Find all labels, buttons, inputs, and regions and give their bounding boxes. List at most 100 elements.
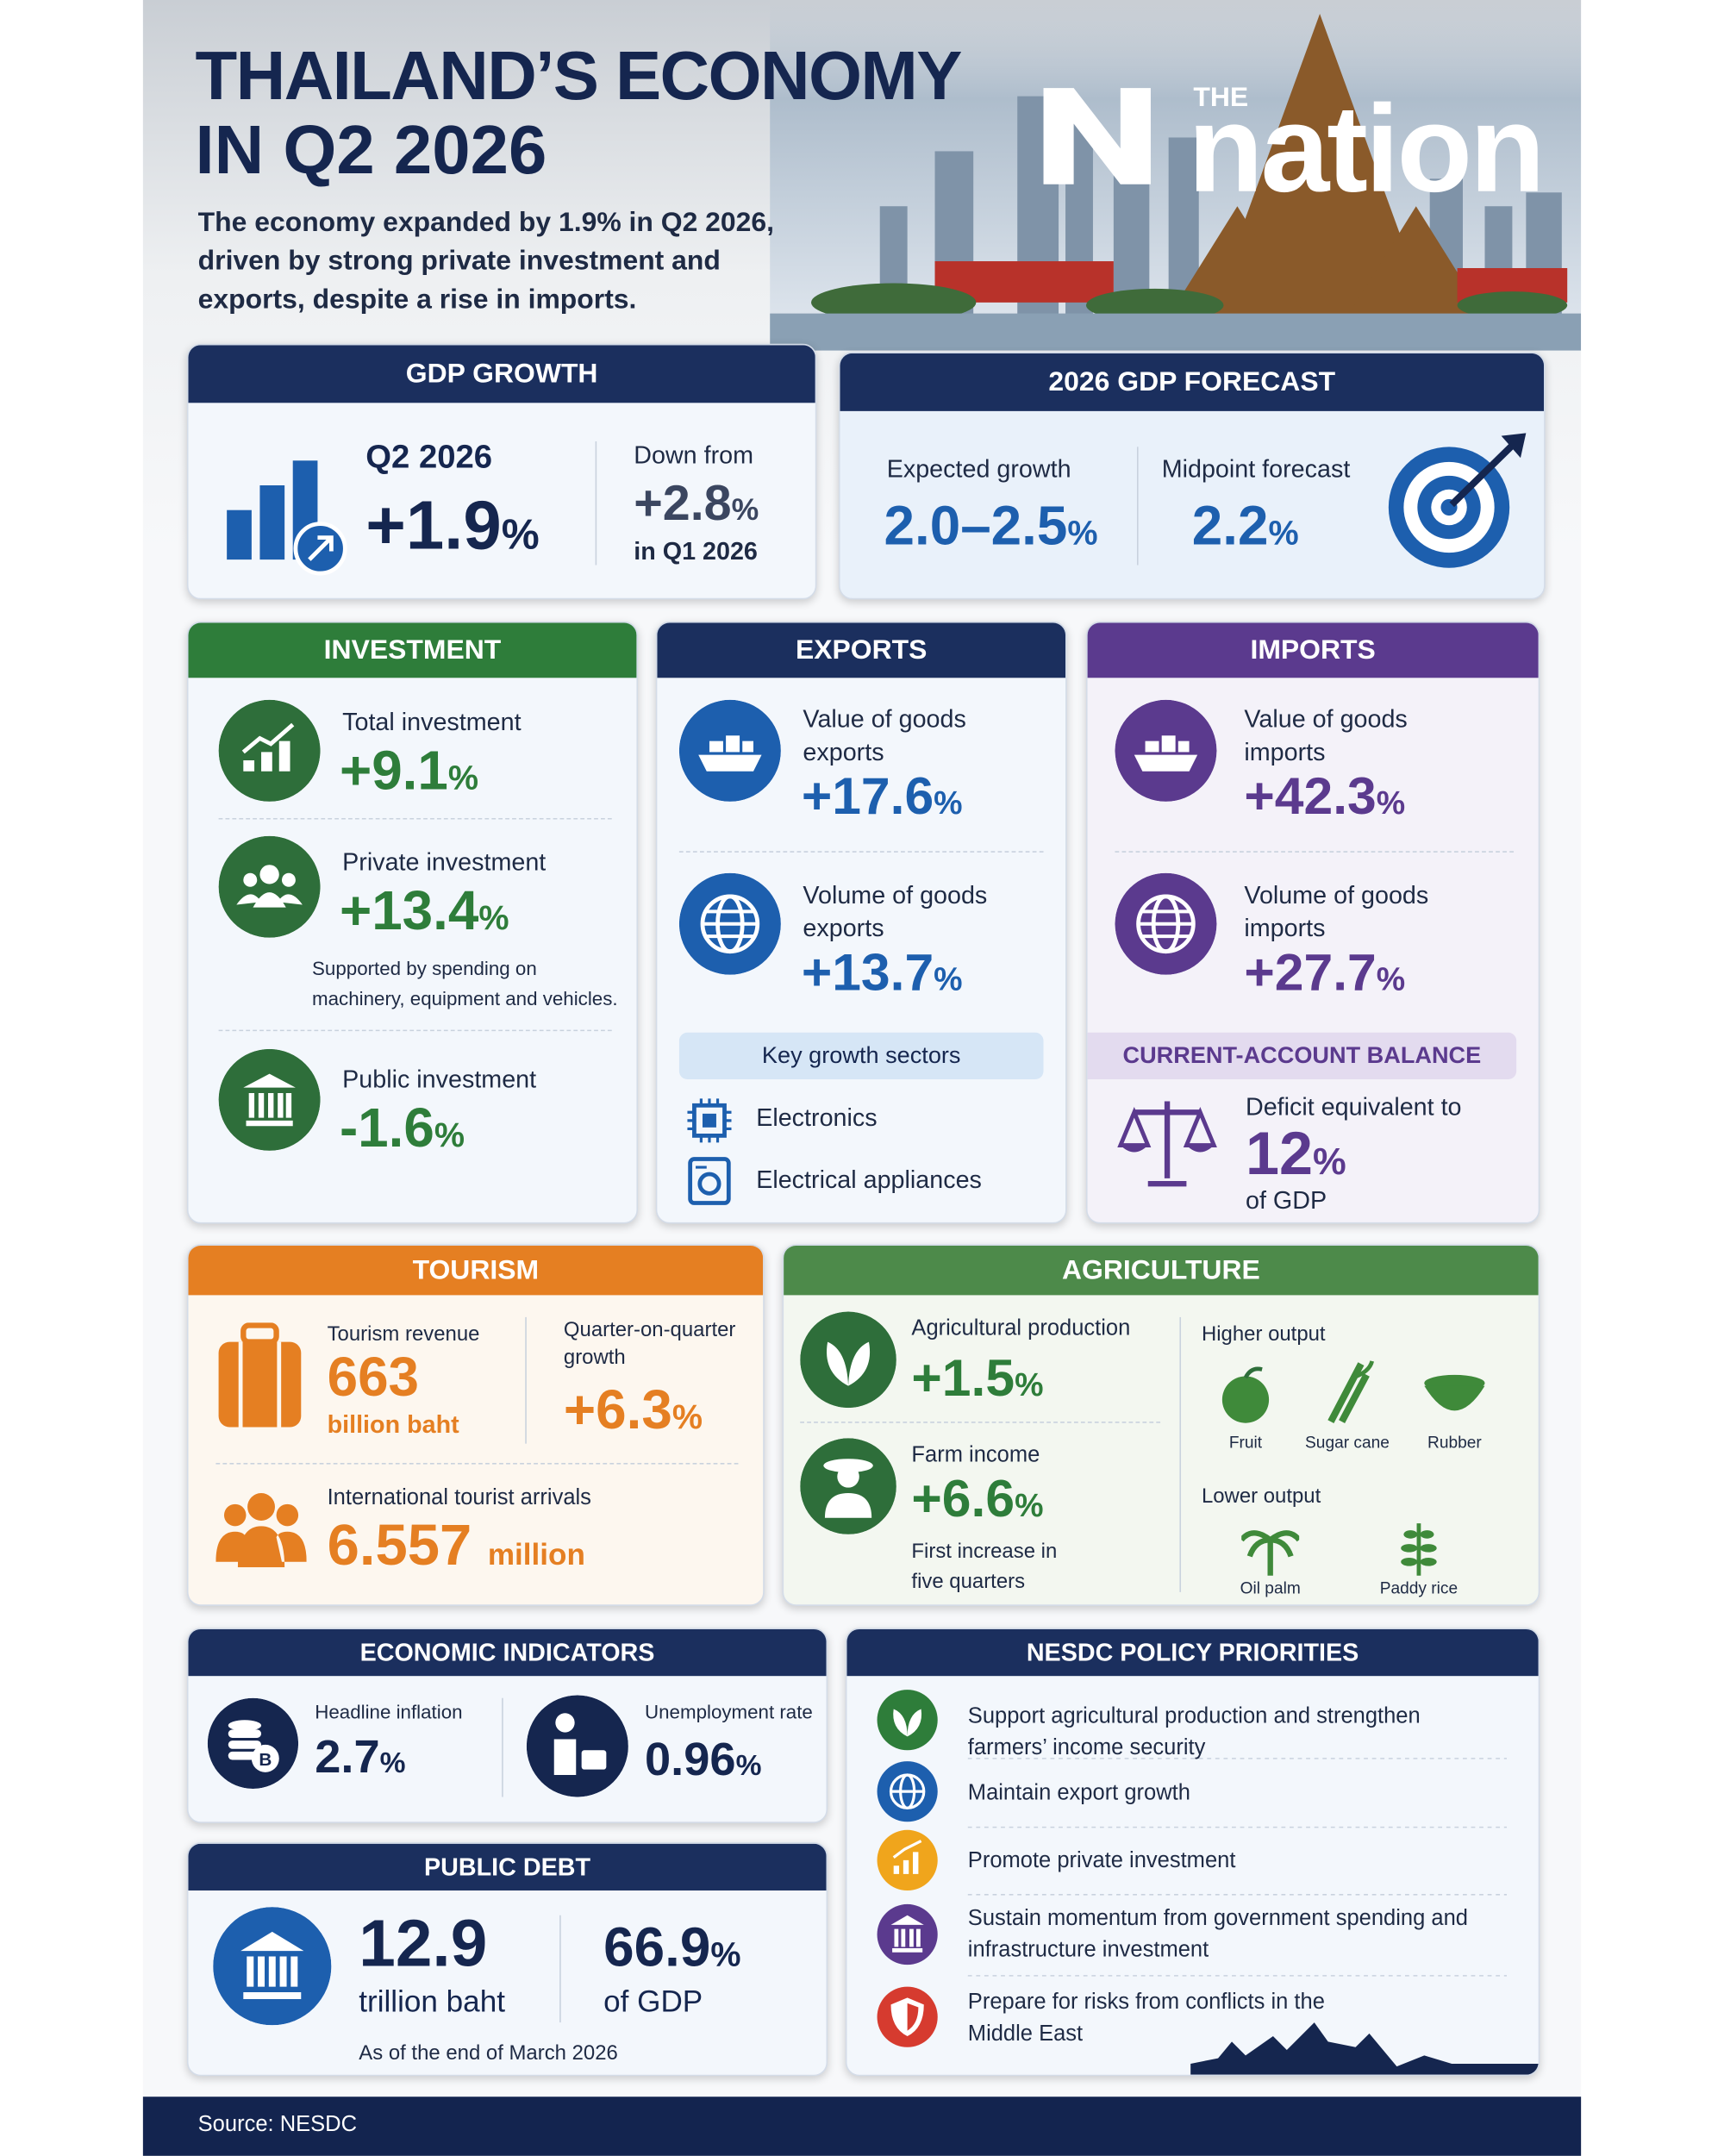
priorities-card: NESDC POLICY PRIORITIES Support agricult… (845, 1628, 1540, 2077)
number: +9.1 (339, 741, 448, 802)
agriculture-card: AGRICULTURE Agricultural production +1.5… (782, 1244, 1540, 1606)
number: 6.557 (327, 1512, 472, 1578)
people-icon (218, 835, 321, 938)
subtitle: The economy expanded by 1.9% in Q2 2026,… (197, 207, 775, 316)
label: Headline inflation (315, 1700, 463, 1723)
period: Q2 2026 (365, 438, 493, 476)
public-debt-card: PUBLIC DEBT 12.9 trillion baht 66.9% of … (186, 1842, 828, 2077)
number: +42.3 (1244, 768, 1377, 827)
label: of GDP (1245, 1186, 1327, 1215)
unit: % (1376, 960, 1406, 997)
value: 6.557 million (328, 1512, 585, 1578)
separator (216, 1462, 739, 1465)
card-heading: PUBLIC DEBT (188, 1843, 827, 1890)
card-heading: NESDC POLICY PRIORITIES (846, 1628, 1539, 1677)
value: 66.9% (603, 1918, 740, 1980)
card-heading: 2026 GDP FORECAST (840, 353, 1545, 411)
unit: % (1015, 1366, 1044, 1403)
divider (525, 1316, 527, 1444)
bar-icon (227, 460, 347, 576)
separator (218, 817, 612, 821)
label: Total investment (342, 708, 522, 736)
card-heading: IMPORTS (1087, 622, 1539, 678)
chip-icon (687, 1098, 732, 1143)
bank-icon (218, 1048, 321, 1151)
source: Source: NESDC (197, 2113, 358, 2137)
label: Public investment (342, 1066, 537, 1093)
target-icon (1388, 433, 1527, 568)
scale-icon (1117, 1101, 1217, 1187)
chart-icon (218, 699, 321, 802)
coins-icon: B (207, 1697, 299, 1789)
number: 66.9 (603, 1917, 711, 1979)
crop: Sugar cane (1305, 1432, 1390, 1453)
tourists-icon (216, 1493, 307, 1568)
card-heading: AGRICULTURE (784, 1245, 1539, 1296)
label: Private investment (342, 848, 547, 876)
number: 2.0–2.5 (884, 496, 1068, 557)
value: 12.9 (359, 1908, 488, 1982)
unit: % (1268, 516, 1299, 553)
ship-icon (678, 699, 781, 802)
crop: Fruit (1228, 1432, 1263, 1453)
imports-card: IMPORTS Value of goods imports +42.3% Vo… (1085, 621, 1540, 1224)
divider (595, 441, 597, 566)
number: 2.2 (1191, 496, 1269, 557)
unit: billion baht (327, 1410, 459, 1439)
tourism-card: TOURISM Tourism revenue 663 billion baht… (186, 1244, 765, 1606)
unit: million (487, 1537, 585, 1572)
number: 12 (1245, 1120, 1314, 1188)
label: Deficit equivalent to (1245, 1092, 1462, 1121)
unit: % (1313, 1140, 1346, 1183)
number: +27.7 (1244, 944, 1377, 1003)
priority: Prepare for risks from conflicts in the … (967, 1990, 1325, 2047)
unit: % (934, 784, 963, 822)
label: Farm income (911, 1443, 1040, 1467)
oil-palm-icon (1241, 1530, 1300, 1576)
label: of GDP (603, 1984, 703, 2019)
footer: Source: NESDC (142, 2097, 1582, 2156)
value: +27.7% (1244, 945, 1405, 1004)
gdp-growth-card: GDP GROWTH Q2 2026 +1.9% Down from +2.8%… (186, 343, 817, 600)
sector: Electrical appliances (756, 1165, 982, 1194)
divider (502, 1697, 503, 1797)
number: +13.7 (801, 944, 934, 1003)
label: International tourist arrivals (327, 1486, 591, 1510)
unit: % (1376, 784, 1406, 822)
number: +2.8 (634, 474, 732, 531)
paddy-icon (1401, 1523, 1437, 1576)
label: Higher output (1201, 1322, 1326, 1347)
label: Unemployment rate (645, 1700, 813, 1723)
label: Volume of goods imports (1244, 881, 1429, 942)
unit: % (731, 491, 759, 527)
card-heading: GDP GROWTH (188, 345, 815, 403)
priority: Maintain export growth (967, 1781, 1190, 1806)
unit: trillion baht (359, 1984, 505, 2019)
card-heading: EXPORTS (657, 622, 1066, 678)
value: +2.8% (634, 474, 759, 532)
unit: % (1015, 1487, 1044, 1524)
label: Lower output (1201, 1484, 1321, 1509)
value: 12% (1246, 1121, 1346, 1190)
globe-icon (1115, 872, 1217, 975)
ship-icon (1115, 699, 1217, 802)
number: +6.6 (911, 1471, 1015, 1529)
value: -1.6% (340, 1098, 465, 1160)
unit: % (671, 1399, 703, 1437)
sector: Electronics (756, 1103, 878, 1132)
unit: % (447, 759, 479, 798)
number: 0.96 (645, 1734, 736, 1786)
note: As of the end of March 2026 (359, 2041, 618, 2065)
card-heading: ECONOMIC INDICATORS (188, 1628, 827, 1677)
luggage-icon (218, 1322, 302, 1428)
exports-card: EXPORTS Value of goods exports +17.6% Vo… (655, 621, 1067, 1224)
value: +6.6% (911, 1472, 1043, 1531)
logo-mark (1043, 88, 1151, 184)
farmer-icon (800, 1438, 896, 1534)
number: +6.3 (563, 1380, 672, 1441)
label: Down from (634, 441, 754, 469)
unit: % (434, 1117, 465, 1155)
separator (678, 851, 1044, 853)
